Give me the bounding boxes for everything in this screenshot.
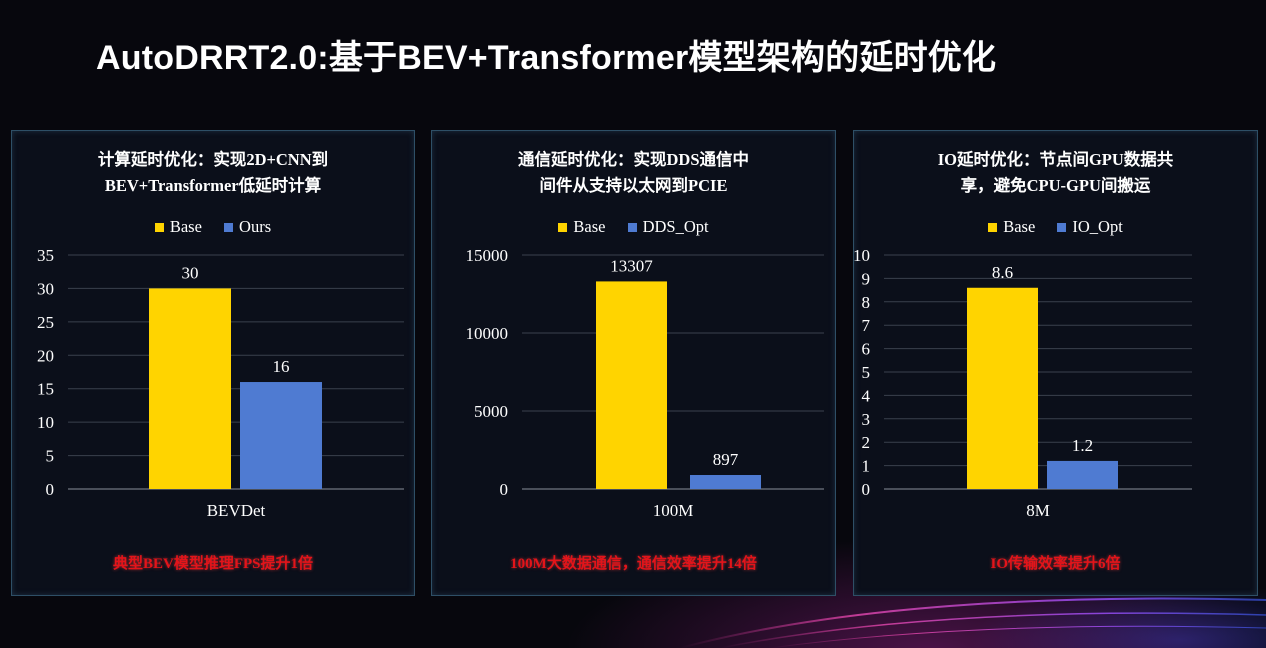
legend-label: IO_Opt (1072, 217, 1123, 236)
legend-swatch (988, 222, 998, 232)
y-tick-label: 8 (862, 293, 871, 312)
y-tick-label: 4 (862, 386, 871, 405)
panel-title-line: IO延时优化：节点间GPU数据共 (937, 150, 1174, 169)
bar-base (149, 288, 231, 489)
bar-chart: 0 5000 10000 15000 13307 897 100M (466, 246, 824, 520)
chart-caption: 100M大数据通信，通信效率提升14倍 (510, 556, 757, 572)
data-label: 16 (273, 357, 290, 376)
y-tick-label: 0 (500, 480, 509, 499)
y-tick-label: 0 (862, 480, 871, 499)
y-tick-label: 9 (862, 269, 871, 288)
y-tick-label: 5000 (474, 402, 508, 421)
data-label: 13307 (610, 256, 653, 275)
panel-title-line: 计算延时优化：实现2D+CNN到 (97, 150, 329, 169)
legend-label: Ours (239, 217, 272, 236)
bar-ours (240, 382, 322, 489)
page-title: AutoDRRT2.0:基于BEV+Transformer模型架构的延时优化 (96, 39, 997, 77)
chart-legend: Base IO_Opt (854, 217, 1257, 237)
legend-label: Base (169, 217, 202, 236)
legend-item-base: Base (154, 217, 202, 237)
legend-item-dds-opt: DDS_Opt (627, 217, 709, 237)
panel-title-line: 享，避免CPU-GPU间搬运 (960, 176, 1151, 195)
chart-caption: IO传输效率提升6倍 (990, 556, 1121, 572)
y-tick-label: 35 (37, 246, 54, 265)
y-tick-label: 5 (46, 447, 55, 466)
panel-title: 计算延时优化：实现2D+CNN到 BEV+Transformer低延时计算 (12, 147, 414, 199)
y-tick-label: 20 (37, 346, 54, 365)
legend-item-io-opt: IO_Opt (1057, 217, 1123, 237)
legend-item-base: Base (558, 217, 605, 237)
x-category-label: 100M (653, 501, 694, 520)
bar-chart: 0 1 2 3 4 5 6 7 8 9 10 8.6 1.2 8M (854, 246, 1192, 520)
y-tick-label: 15000 (466, 246, 509, 265)
y-tick-label: 0 (46, 480, 55, 499)
chart-panel-compute: 计算延时优化：实现2D+CNN到 BEV+Transformer低延时计算 Ba… (11, 130, 415, 596)
data-label: 30 (182, 263, 199, 282)
y-tick-label: 3 (862, 410, 871, 429)
bar-chart: 0 5 10 15 20 25 30 35 30 16 BEVDet (37, 246, 404, 520)
chart-caption: 典型BEV模型推理FPS提升1倍 (112, 556, 313, 572)
legend-swatch (224, 222, 234, 232)
legend-label: DDS_Opt (642, 217, 709, 236)
bar-base (596, 281, 667, 489)
data-label: 1.2 (1072, 436, 1093, 455)
y-tick-label: 6 (862, 340, 871, 359)
bar-base (967, 287, 1038, 489)
panel-title-line: BEV+Transformer低延时计算 (104, 176, 322, 195)
chart-panel-communication: 通信延时优化：实现DDS通信中 间件从支持以太网到PCIE Base DDS_O… (431, 130, 836, 596)
x-category-label: BEVDet (207, 501, 266, 520)
y-tick-label: 5 (862, 363, 871, 382)
panel-title: 通信延时优化：实现DDS通信中 间件从支持以太网到PCIE (432, 147, 835, 199)
legend-item-ours: Ours (224, 217, 271, 237)
y-tick-label: 10000 (466, 324, 509, 343)
bar-io-opt (1047, 460, 1118, 489)
legend-swatch (558, 222, 568, 232)
y-tick-label: 15 (37, 380, 54, 399)
legend-swatch (1057, 222, 1067, 232)
y-tick-label: 30 (37, 279, 54, 298)
y-tick-label: 1 (862, 457, 871, 476)
y-tick-label: 10 (854, 246, 870, 265)
legend-item-base: Base (988, 217, 1035, 237)
legend-label: Base (1003, 217, 1036, 236)
legend-swatch (627, 222, 637, 232)
panel-title: IO延时优化：节点间GPU数据共 享，避免CPU-GPU间搬运 (854, 147, 1257, 199)
chart-legend: Base DDS_Opt (432, 217, 835, 237)
chart-panel-io: IO延时优化：节点间GPU数据共 享，避免CPU-GPU间搬运 Base IO_… (853, 130, 1258, 596)
data-label: 8.6 (992, 263, 1013, 282)
data-label: 897 (713, 450, 739, 469)
legend-label: Base (573, 217, 606, 236)
y-tick-label: 10 (37, 413, 54, 432)
x-category-label: 8M (1026, 501, 1050, 520)
chart-legend: Base Ours (12, 217, 414, 237)
y-tick-label: 2 (862, 433, 871, 452)
y-tick-label: 7 (862, 316, 871, 335)
y-tick-label: 25 (37, 313, 54, 332)
panel-title-line: 通信延时优化：实现DDS通信中 (517, 150, 749, 169)
bar-dds-opt (690, 475, 761, 489)
legend-swatch (154, 222, 164, 232)
panel-title-line: 间件从支持以太网到PCIE (539, 176, 728, 195)
